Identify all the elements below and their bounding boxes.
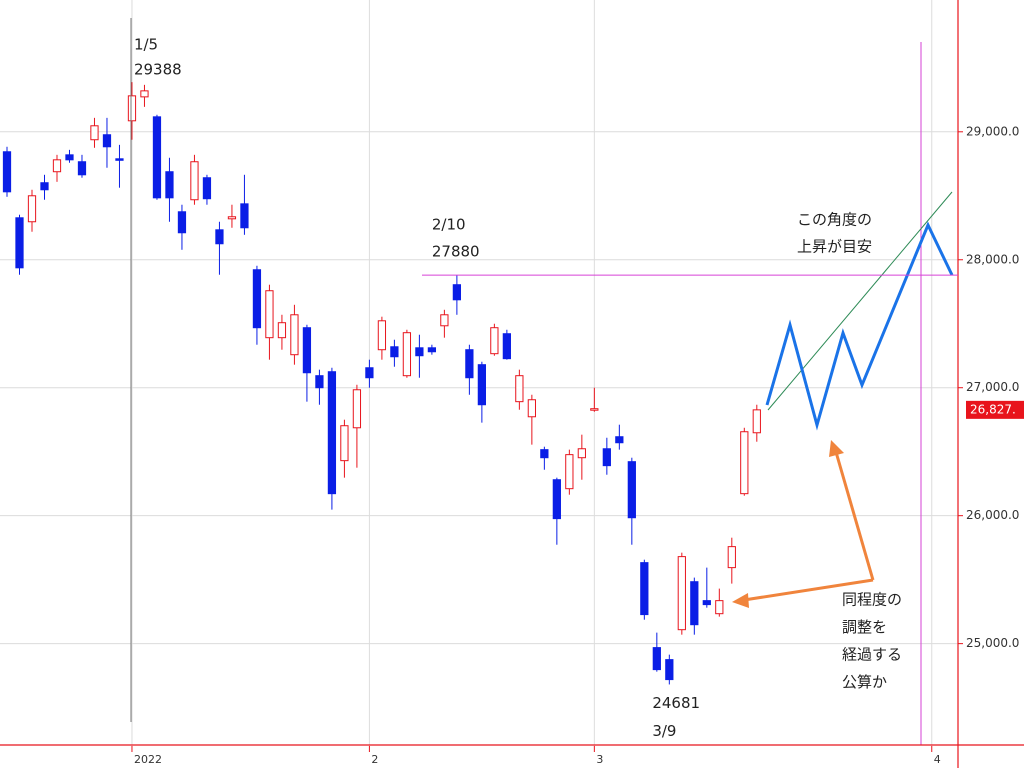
x-tick-label: 3 — [596, 753, 603, 766]
arrow-line — [743, 578, 874, 602]
candle-body — [577, 448, 586, 459]
x-tick-label: 2022 — [134, 753, 162, 766]
candle-body — [515, 375, 524, 403]
candle-body — [477, 364, 486, 406]
candle-body — [365, 367, 374, 379]
arrow-line — [834, 451, 875, 581]
candle-body — [152, 116, 162, 199]
candle-body — [502, 333, 511, 360]
candle-body — [452, 284, 462, 301]
candle-body — [65, 154, 74, 161]
candle-body — [627, 461, 636, 519]
candle-body — [302, 327, 312, 374]
candle-body — [415, 347, 424, 357]
arrow-head — [732, 593, 749, 608]
candle-body — [140, 90, 149, 98]
candle-body — [752, 409, 761, 434]
candle-body — [340, 425, 349, 462]
candle-body — [440, 314, 449, 327]
annotation-date: 3/9 — [652, 722, 676, 740]
candle-body — [115, 158, 124, 161]
candle-body — [652, 647, 661, 671]
candle-body — [52, 159, 62, 173]
overlay — [130, 18, 954, 745]
annotation-date: 2/10 — [432, 216, 466, 234]
candle-body — [552, 479, 561, 520]
candle-body — [215, 229, 224, 245]
y-tick-label: 29,000.0 — [966, 124, 1019, 138]
y-tick-label: 28,000.0 — [966, 252, 1019, 266]
angle-guide-line — [767, 191, 953, 411]
candle-body — [190, 161, 199, 201]
candle-body — [265, 290, 274, 339]
candle-body — [702, 600, 711, 606]
callout-text: この角度の — [797, 211, 872, 229]
candle-body — [240, 203, 249, 229]
annotation-value: 24681 — [652, 694, 700, 712]
candle-body — [90, 125, 99, 141]
annotation-value: 29388 — [134, 61, 182, 79]
candle-body — [15, 217, 24, 269]
x-tick-label: 2 — [371, 753, 378, 766]
callout-text: 上昇が目安 — [797, 238, 872, 256]
candle-body — [2, 151, 12, 193]
candle-body — [690, 581, 699, 626]
y-tick-label: 26,000.0 — [966, 508, 1019, 522]
projection-path — [765, 221, 954, 431]
candle-body — [227, 216, 237, 220]
candle-body — [315, 375, 324, 389]
candle-body — [327, 371, 337, 495]
candle-body — [202, 177, 212, 200]
callout-text: 経過する — [842, 646, 902, 664]
candle-body — [427, 347, 437, 353]
candle-body — [665, 659, 674, 681]
callout-text: 調整を — [842, 618, 887, 636]
last-price-box — [966, 400, 1024, 419]
candle-body — [527, 399, 536, 418]
candle-body — [277, 322, 287, 339]
candle-body — [40, 182, 49, 191]
candle-body — [127, 95, 137, 122]
candle-body — [377, 320, 387, 351]
annotation-value: 27880 — [432, 243, 480, 261]
candle-body — [715, 600, 724, 615]
candle-body — [27, 195, 37, 223]
candle-body — [602, 448, 611, 467]
candle-body — [177, 211, 187, 234]
candle-body — [252, 269, 262, 329]
y-tick-label: 27,000.0 — [966, 380, 1019, 394]
candle-body — [640, 562, 649, 616]
candles — [2, 82, 761, 685]
candle-body — [727, 546, 736, 569]
candle-body — [102, 134, 112, 148]
candle-body — [290, 314, 299, 356]
callout-text: 公算か — [842, 673, 887, 691]
candle-body — [740, 431, 749, 495]
candle-body — [540, 449, 549, 459]
x-tick-label: 4 — [934, 753, 941, 766]
candle-body — [590, 408, 599, 411]
candle-body — [402, 332, 412, 377]
callout-text: 同程度の — [842, 591, 902, 609]
candle-body — [615, 436, 624, 444]
candle-body — [390, 346, 399, 358]
labels: 25,000.0 26,000.0 27,000.0 28,000.0 29,000.0… — [134, 36, 1024, 766]
candle-body — [490, 327, 499, 355]
candle-body — [77, 161, 87, 176]
candle-body — [465, 349, 474, 379]
arrow-head — [829, 440, 844, 457]
candle-body — [677, 556, 686, 631]
annotation-date: 1/5 — [134, 36, 158, 54]
candle-body — [565, 454, 574, 490]
candle-body — [352, 389, 362, 429]
y-tick-label: 25,000.0 — [966, 636, 1019, 650]
candle-body — [165, 171, 174, 199]
last-price-label: 26,827. — [970, 402, 1016, 416]
